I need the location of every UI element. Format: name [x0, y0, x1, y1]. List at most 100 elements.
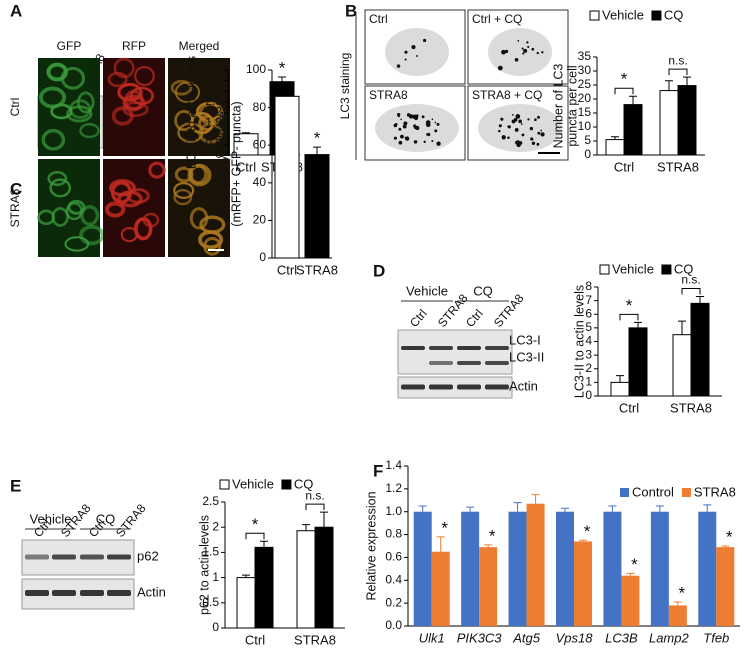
- x-tick-label: Ulk1: [419, 630, 445, 645]
- error-bar: [665, 80, 673, 91]
- cell: [79, 224, 105, 246]
- legend-label: CQ: [674, 261, 694, 276]
- bar: [628, 327, 648, 397]
- puncta: [520, 123, 523, 125]
- puncta: [507, 125, 509, 128]
- legend-label: CQ: [294, 476, 314, 491]
- error-bar: [313, 146, 321, 155]
- y-tick-label: 0.0: [385, 618, 402, 632]
- puncta: [534, 118, 537, 122]
- bar: [603, 511, 622, 626]
- y-tick-label: 4: [585, 334, 592, 348]
- cell: [148, 161, 166, 179]
- bar: [304, 154, 330, 259]
- x-tick-label: STRA8: [296, 262, 338, 277]
- cell: [38, 86, 67, 109]
- legend-label: Vehicle: [612, 261, 654, 276]
- y-tick-label: 40: [253, 175, 267, 189]
- puncta: [416, 54, 419, 57]
- error-bar: [260, 540, 268, 548]
- puncta: [530, 137, 534, 141]
- band: [485, 346, 509, 350]
- y-tick-label: 7: [585, 293, 592, 307]
- error-bar: [673, 601, 682, 606]
- puncta: [536, 142, 540, 146]
- panel-letter: B: [345, 1, 357, 20]
- puncta: [537, 131, 541, 135]
- error-bar: [418, 505, 427, 512]
- puncta: [529, 126, 534, 131]
- error-bar: [484, 544, 493, 548]
- y-tick-label: 0: [215, 147, 222, 161]
- bracket: [245, 532, 265, 540]
- y-tick-label: 2: [212, 519, 219, 533]
- puncta: [523, 48, 528, 53]
- y-tick-label: 0.6: [385, 550, 402, 564]
- band: [25, 590, 49, 596]
- puncta: [514, 57, 519, 62]
- error-bar: [683, 76, 691, 86]
- y-tick-label: 3: [585, 347, 592, 361]
- cell: [196, 102, 221, 122]
- x-tick-label: STRA8: [657, 159, 699, 174]
- annotation: *: [621, 70, 628, 89]
- group-label: Vehicle: [30, 511, 72, 526]
- error-bar: [579, 539, 587, 542]
- legend-swatch: [620, 488, 629, 497]
- band: [52, 554, 76, 560]
- puncta: [404, 136, 410, 141]
- puncta: [425, 122, 431, 128]
- band: [401, 384, 425, 390]
- y-tick-label: 20: [253, 213, 267, 227]
- cell: [113, 57, 135, 79]
- error-bar: [629, 95, 637, 105]
- tile-label: Ctrl + CQ: [472, 12, 522, 26]
- bar: [413, 511, 432, 626]
- bar: [668, 605, 687, 626]
- puncta: [434, 121, 437, 124]
- puncta: [393, 136, 397, 140]
- puncta: [500, 66, 503, 69]
- y-tick-label: 2: [585, 361, 592, 375]
- y-tick-label: 2: [215, 105, 222, 119]
- band: [80, 554, 104, 560]
- annotation: *: [726, 527, 733, 546]
- band: [457, 384, 481, 390]
- annotation: *: [441, 518, 448, 537]
- panel-letter: C: [10, 179, 22, 198]
- y-tick-label: 2.5: [205, 94, 222, 108]
- error-bar: [678, 320, 686, 335]
- cell: [488, 28, 552, 76]
- puncta: [498, 129, 501, 133]
- bar: [623, 104, 643, 156]
- tile-label: STRA8 + CQ: [472, 88, 542, 102]
- bar: [479, 547, 498, 626]
- y-tick-label: 0.2: [385, 595, 402, 609]
- y-tick-label: 2.5: [202, 494, 219, 508]
- band-label: Actin: [137, 584, 166, 599]
- bracket: [681, 288, 701, 295]
- cell: [174, 81, 201, 104]
- cell: [177, 122, 204, 143]
- puncta: [404, 58, 407, 61]
- cell: [122, 94, 146, 111]
- cell: [120, 227, 138, 243]
- x-tick-label: Ctrl: [619, 400, 639, 415]
- y-tick-label: 0: [259, 250, 266, 264]
- x-tick-label: Tfeb: [703, 630, 729, 645]
- legend-label: Control: [632, 484, 674, 499]
- puncta: [398, 127, 402, 131]
- cell: [385, 28, 449, 76]
- puncta: [527, 118, 530, 121]
- y-tick-label: 6: [585, 306, 592, 320]
- puncta: [415, 114, 419, 118]
- bar: [574, 541, 592, 626]
- cell: [198, 122, 223, 144]
- puncta: [421, 115, 425, 119]
- band-label: p62: [137, 548, 159, 563]
- bar: [672, 334, 692, 397]
- cell: [117, 83, 143, 102]
- x-tick-label: STRA8: [670, 400, 712, 415]
- bar: [605, 139, 625, 156]
- lane-label: Ctrl: [407, 307, 430, 330]
